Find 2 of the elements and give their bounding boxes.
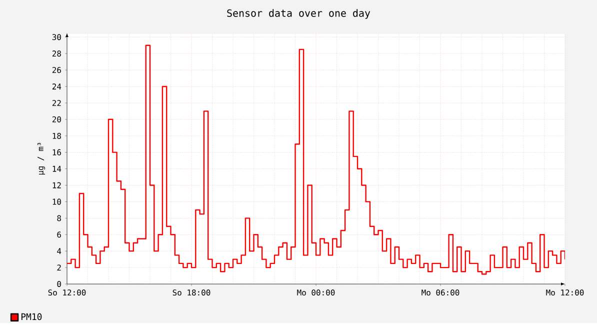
chart-title: Sensor data over one day: [227, 8, 370, 19]
legend-label: PM10: [21, 313, 42, 320]
